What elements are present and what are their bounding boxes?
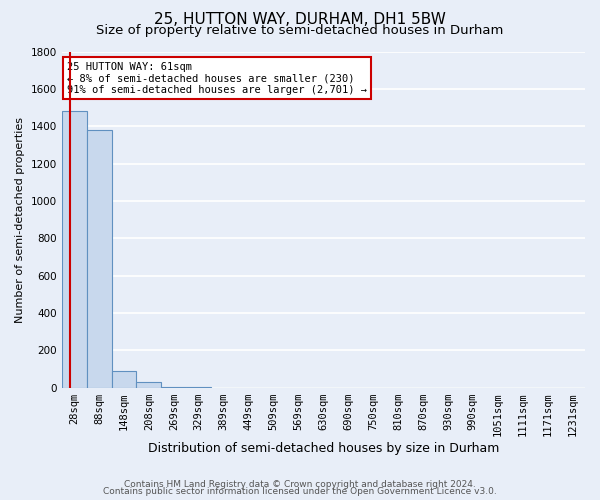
Text: Contains HM Land Registry data © Crown copyright and database right 2024.: Contains HM Land Registry data © Crown c… <box>124 480 476 489</box>
Text: 25 HUTTON WAY: 61sqm
← 8% of semi-detached houses are smaller (230)
91% of semi-: 25 HUTTON WAY: 61sqm ← 8% of semi-detach… <box>67 62 367 95</box>
Bar <box>161 387 186 388</box>
Text: Contains public sector information licensed under the Open Government Licence v3: Contains public sector information licen… <box>103 488 497 496</box>
Text: Size of property relative to semi-detached houses in Durham: Size of property relative to semi-detach… <box>97 24 503 37</box>
X-axis label: Distribution of semi-detached houses by size in Durham: Distribution of semi-detached houses by … <box>148 442 499 455</box>
Text: 25, HUTTON WAY, DURHAM, DH1 5BW: 25, HUTTON WAY, DURHAM, DH1 5BW <box>154 12 446 28</box>
Bar <box>136 382 161 388</box>
Bar <box>62 112 86 388</box>
Bar <box>86 130 112 388</box>
Y-axis label: Number of semi-detached properties: Number of semi-detached properties <box>15 116 25 322</box>
Bar <box>112 371 136 388</box>
